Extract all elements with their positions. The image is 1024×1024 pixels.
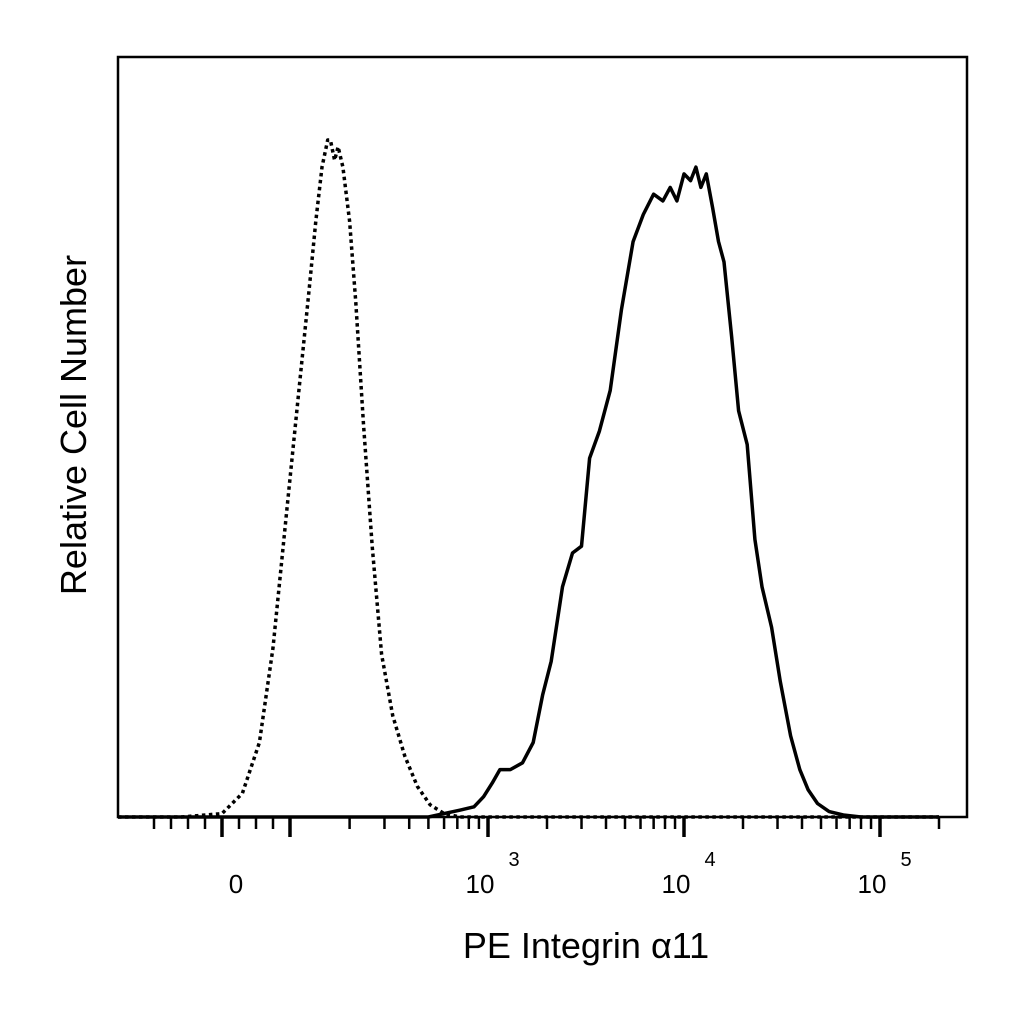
x-tick-label: 10 3 bbox=[466, 849, 520, 899]
x-axis-title: PE Integrin α11 bbox=[463, 925, 709, 966]
x-tick-label-exponent: 4 bbox=[704, 849, 715, 871]
x-tick-label: 10 5 bbox=[858, 849, 912, 899]
x-major-ticks bbox=[220, 817, 882, 837]
plot-frame bbox=[116, 55, 969, 819]
x-tick-labels: 0 10 3 10 4 10 5 bbox=[229, 849, 912, 899]
x-tick-label-base: 10 bbox=[466, 869, 495, 899]
x-minor-ticks bbox=[152, 817, 941, 829]
x-tick-label: 10 4 bbox=[662, 849, 716, 899]
series-stained-solid bbox=[118, 165, 939, 819]
x-tick-label-base: 10 bbox=[662, 869, 691, 899]
series-layer bbox=[118, 138, 939, 819]
x-tick-label-exponent: 5 bbox=[900, 849, 911, 871]
x-tick-label-base: 10 bbox=[858, 869, 887, 899]
y-axis-title: Relative Cell Number bbox=[53, 255, 94, 595]
x-tick-label-base: 0 bbox=[229, 869, 243, 899]
x-tick-label-exponent: 3 bbox=[508, 849, 519, 871]
series-control-dotted bbox=[118, 138, 939, 819]
x-tick-label: 0 bbox=[229, 869, 243, 899]
